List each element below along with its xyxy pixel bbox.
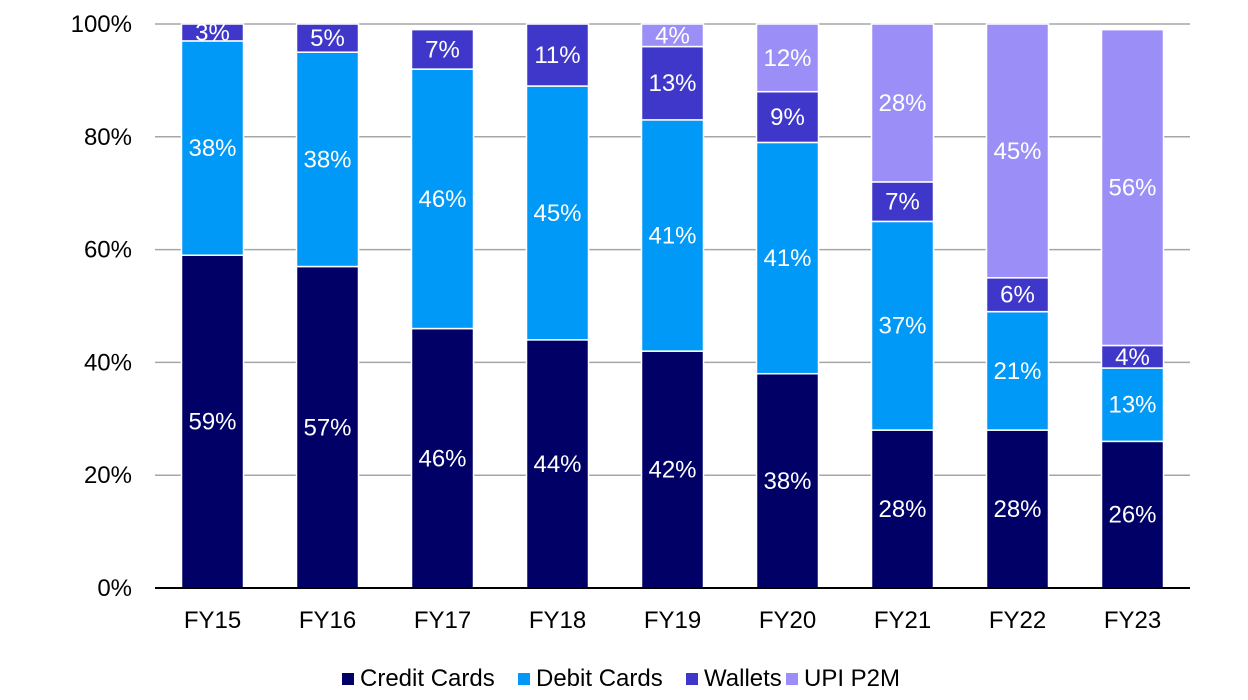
x-tick-label: FY21: [874, 607, 931, 634]
bar-segment: [755, 23, 820, 93]
bars: 59% 38% 3% 57% 38% 5% 46% 46% 7% 44% 45% 11% 42% 41% 1…: [180, 19, 1165, 589]
data-label: 38%: [188, 135, 236, 162]
bar-segment: [640, 350, 705, 589]
bar-segment: [1100, 28, 1165, 347]
data-label: 6%: [1000, 282, 1035, 309]
legend-swatch: [786, 673, 798, 685]
data-label: 13%: [648, 70, 696, 97]
y-tick-label: 60%: [84, 237, 132, 264]
bar-segment: [870, 429, 935, 589]
data-label: 45%: [993, 138, 1041, 165]
data-label: 7%: [885, 189, 920, 216]
x-tick-label: FY17: [414, 607, 471, 634]
data-label: 38%: [763, 468, 811, 495]
x-tick-label: FY20: [759, 607, 816, 634]
bar-segment: [180, 254, 245, 589]
data-label: 13%: [1108, 392, 1156, 419]
bar-segment: [985, 277, 1050, 313]
data-label: 28%: [878, 90, 926, 117]
bar-segment: [985, 429, 1050, 589]
legend-swatch: [686, 673, 698, 685]
x-axis-ticks: FY15 FY16 FY17 FY18 FY19 FY20 FY21 FY22 FY23: [184, 607, 1161, 634]
bar-segment: [410, 28, 475, 70]
y-tick-label: 80%: [84, 124, 132, 151]
data-label: 46%: [418, 186, 466, 213]
legend-label: Credit Cards: [360, 665, 495, 692]
bar-segment: [180, 40, 245, 256]
bar-segment: [985, 23, 1050, 279]
bar-segment: [640, 119, 705, 352]
data-label: 46%: [418, 445, 466, 472]
bar-segment: [295, 23, 360, 53]
bar-segment: [1100, 367, 1165, 443]
bar-segment: [870, 220, 935, 431]
data-label: 59%: [188, 409, 236, 436]
bar-segment: [295, 265, 360, 589]
data-label: 56%: [1108, 175, 1156, 202]
data-label: 7%: [425, 36, 460, 63]
data-label: 9%: [770, 104, 805, 131]
x-tick-label: FY22: [989, 607, 1046, 634]
bar-segment: [755, 372, 820, 589]
bar-segment: [525, 23, 590, 87]
x-tick-label: FY15: [184, 607, 241, 634]
bar-segment: [295, 51, 360, 268]
y-tick-label: 20%: [84, 462, 132, 489]
data-label: 41%: [763, 245, 811, 272]
y-tick-label: 100%: [71, 11, 132, 38]
bar-segment: [180, 23, 245, 42]
data-label: 38%: [303, 146, 351, 173]
x-tick-label: FY18: [529, 607, 586, 634]
x-tick-label: FY16: [299, 607, 356, 634]
bar-segment: [525, 85, 590, 341]
y-tick-label: 0%: [97, 575, 132, 602]
bar-segment: [870, 23, 935, 183]
data-label: 4%: [655, 22, 690, 49]
data-label: 37%: [878, 313, 926, 340]
data-label: 42%: [648, 457, 696, 484]
data-label: 4%: [1115, 344, 1150, 371]
x-tick-label: FY23: [1104, 607, 1161, 634]
data-label: 5%: [310, 25, 345, 52]
data-label: 57%: [303, 414, 351, 441]
data-label: 26%: [1108, 502, 1156, 529]
x-tick-label: FY19: [644, 607, 701, 634]
data-label: 28%: [993, 496, 1041, 523]
bar-segment: [985, 310, 1050, 431]
bar-segment: [755, 141, 820, 375]
legend-label: UPI P2M: [804, 665, 900, 692]
data-label: 21%: [993, 358, 1041, 385]
bar-segment: [640, 23, 705, 48]
legend-label: Wallets: [704, 665, 782, 692]
data-label: 41%: [648, 223, 696, 250]
legend-swatch: [518, 673, 530, 685]
data-label: 28%: [878, 496, 926, 523]
legend-swatch: [342, 673, 354, 685]
legend: Credit Cards Debit Cards Wallets UPI P2M: [342, 665, 900, 692]
bar-segment: [1100, 440, 1165, 589]
data-label: 3%: [195, 19, 230, 46]
y-tick-label: 40%: [84, 349, 132, 376]
data-label: 11%: [534, 42, 580, 69]
data-label: 44%: [533, 451, 581, 478]
data-label: 45%: [533, 200, 581, 227]
legend-label: Debit Cards: [536, 665, 663, 692]
data-label: 12%: [763, 45, 811, 72]
y-axis-ticks: 0% 20% 40% 60% 80% 100%: [71, 11, 132, 602]
